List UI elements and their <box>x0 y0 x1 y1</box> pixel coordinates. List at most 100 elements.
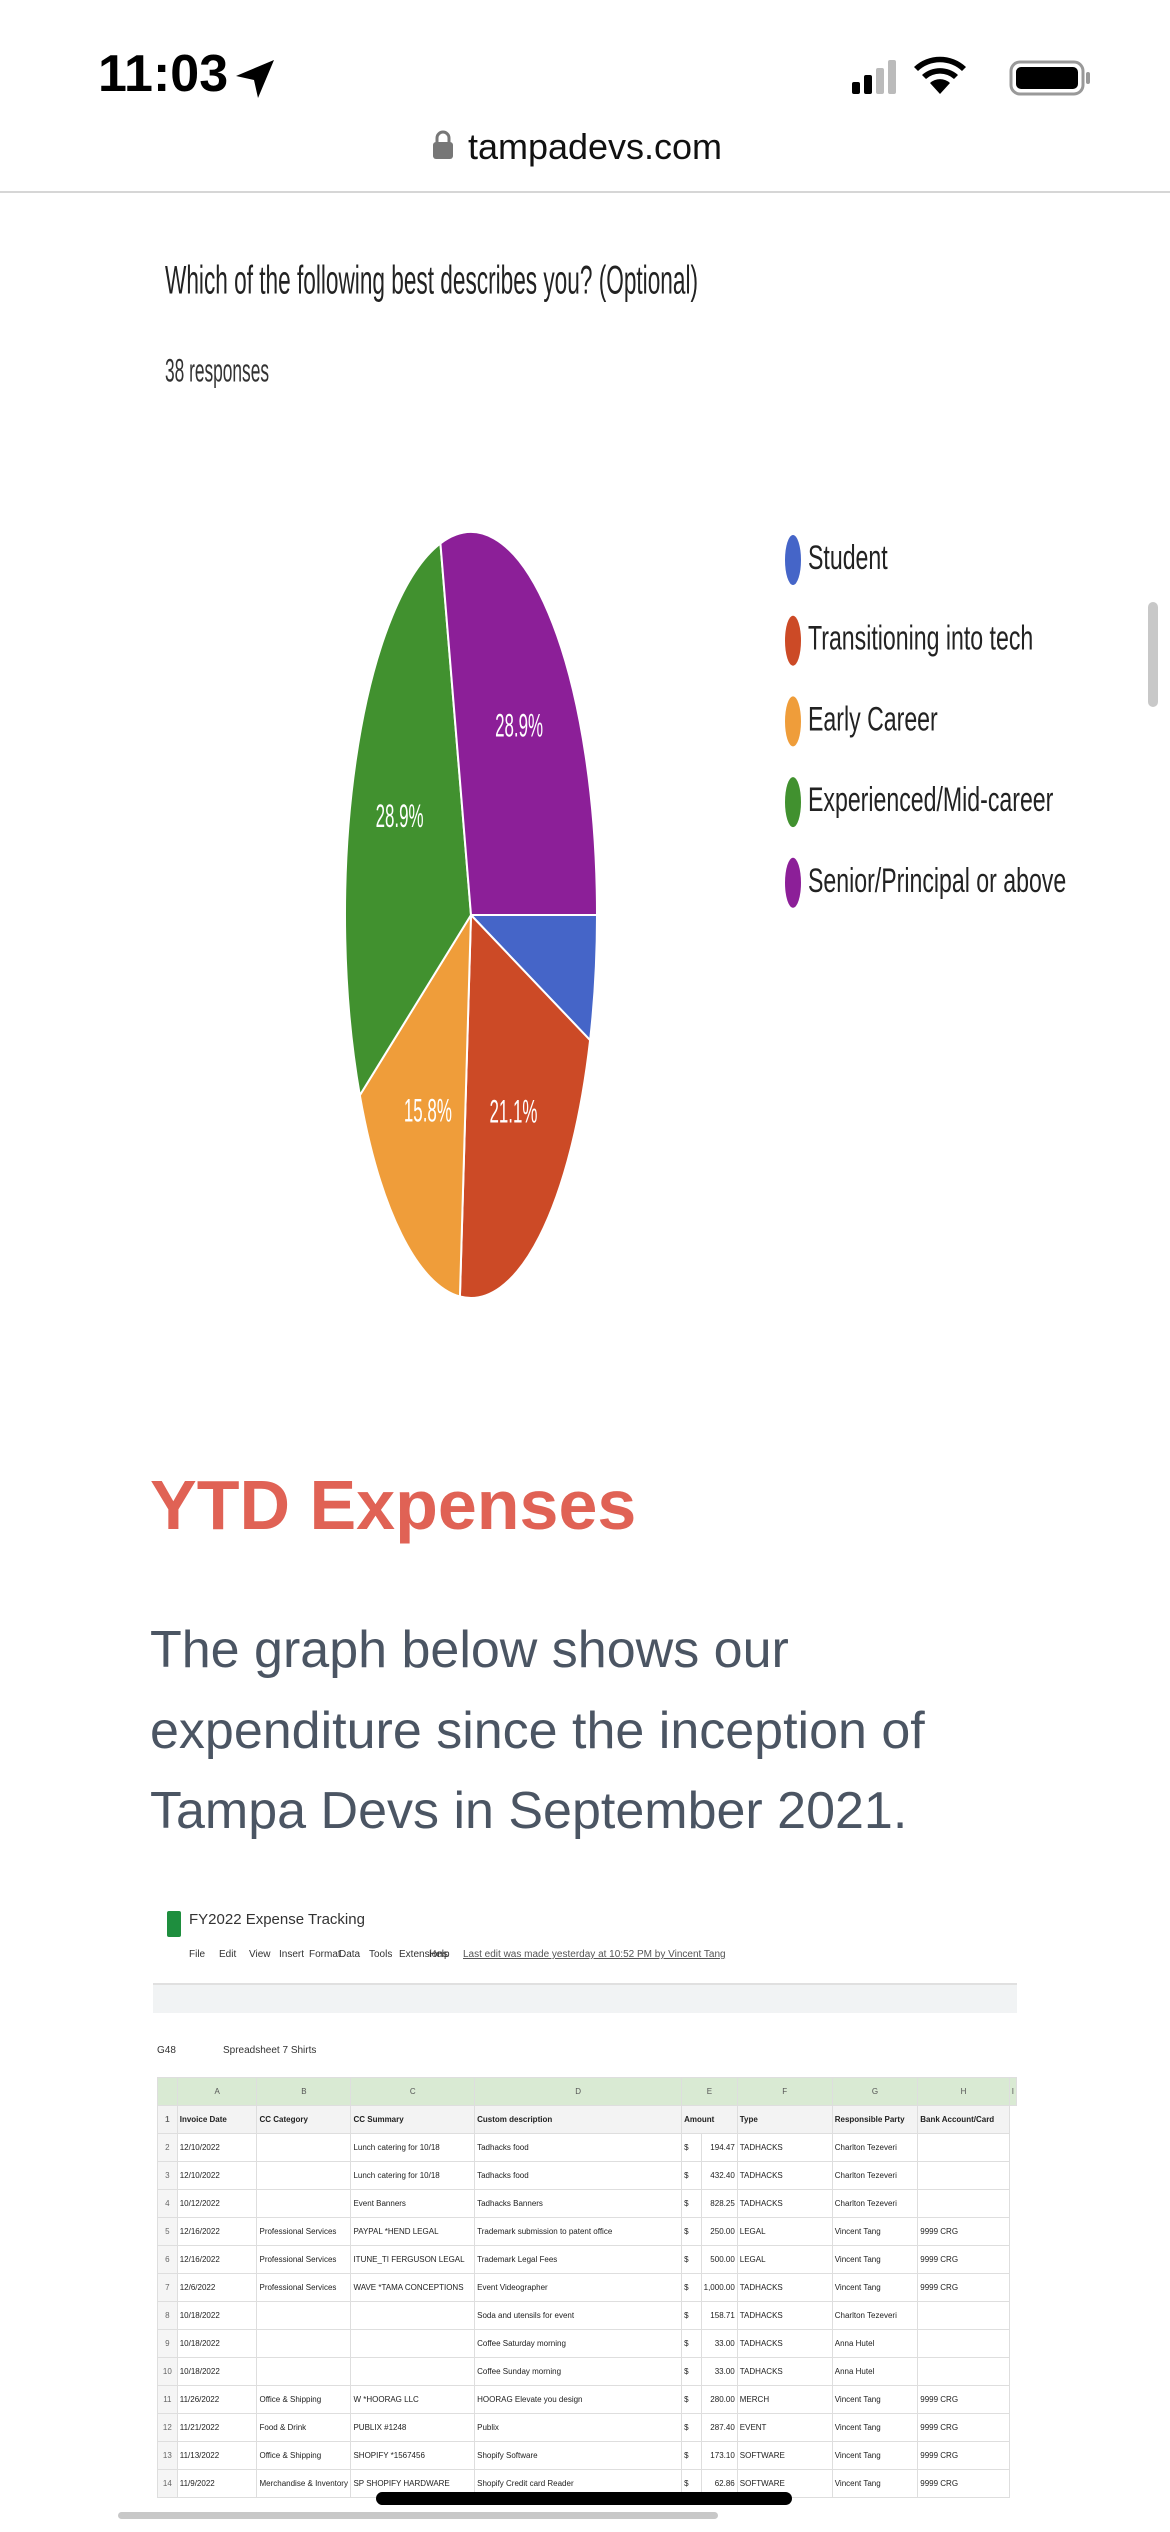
sheet-cell: Anna Hutel <box>831 2357 919 2386</box>
sheet-cell: TADHACKS <box>736 2161 833 2190</box>
menu-item[interactable]: Data <box>339 1949 361 1960</box>
sheet-cell: $ <box>681 2245 702 2274</box>
sheet-cell: HOORAG Elevate you design <box>474 2385 683 2414</box>
formula: Spreadsheet 7 Shirts <box>223 2045 317 2056</box>
sheet-cell: Professional Services <box>256 2273 352 2302</box>
sheet-cell: Vincent Tang <box>831 2217 919 2246</box>
slice-label: 28.9% <box>495 707 543 743</box>
pie-slice <box>439 531 599 916</box>
sheet-cell <box>917 2301 1010 2330</box>
sheet-row: 12 11/21/2022 Food & Drink PUBLIX #1248 Publ… <box>157 2413 1017 2442</box>
sheet-cell: $ <box>681 2357 702 2386</box>
sheet-cell: 11/26/2022 <box>176 2385 258 2414</box>
sheet-cell <box>917 2161 1010 2190</box>
last-edit: Last edit was made yesterday at 10:52 PM… <box>463 1949 726 1960</box>
sheet-cell <box>256 2357 352 2386</box>
paragraph-line: expenditure since the inception of <box>150 1701 925 1760</box>
sheet-cell: PUBLIX #1248 <box>350 2413 476 2442</box>
sheet-cell <box>350 2329 476 2358</box>
sheet-cell: $ <box>681 2273 702 2302</box>
sheet-row: 2 12/10/2022 Lunch catering for 10/18 Tadha… <box>157 2133 1017 2162</box>
menu-item[interactable]: Help <box>429 1949 450 1960</box>
corner <box>157 2077 178 2106</box>
url[interactable]: tampadevs.com <box>467 126 723 167</box>
spreadsheet-screenshot: FY2022 Expense Tracking File Edit View Inser… <box>153 1905 1017 2532</box>
sheet-cell: $ <box>681 2441 702 2470</box>
sheet-cell: $ <box>681 2133 702 2162</box>
sheet-cell: Soda and utensils for event <box>474 2301 683 2330</box>
sheet-cell: TADHACKS <box>736 2301 833 2330</box>
menu-item[interactable]: File <box>189 1949 206 1960</box>
sheet-cell: 10 <box>157 2357 178 2386</box>
header-cell: Invoice Date <box>176 2105 258 2134</box>
sheet-cell: 250.00 <box>700 2217 738 2246</box>
sheet-cell: 11/13/2022 <box>176 2441 258 2470</box>
sheet-cell: Merchandise & Inventory <box>256 2469 352 2498</box>
sheet-row: 10 10/18/2022 Coffee Sunday morning $33.00 T… <box>157 2357 1017 2386</box>
sheet-cell <box>256 2161 352 2190</box>
header-cell: Bank Account/Card <box>917 2105 1010 2134</box>
header-cell: Responsible Party <box>831 2105 919 2134</box>
slice-label: 28.9% <box>376 798 424 834</box>
paragraph-line: Tampa Devs in September 2021. <box>150 1782 908 1840</box>
menu-item[interactable]: Insert <box>279 1949 305 1960</box>
status-time: 11:03 <box>98 45 229 103</box>
lock-icon <box>433 130 453 159</box>
legend-label: Experienced/Mid-career <box>808 782 1054 819</box>
sheet-cell: Office & Shipping <box>256 2385 352 2414</box>
column-letter: F <box>736 2077 833 2106</box>
pie-slice <box>358 911 473 1298</box>
sheet-cell: Event Banners <box>350 2189 476 2218</box>
sheet-cell <box>256 2189 352 2218</box>
sheet-cell: $ <box>681 2385 702 2414</box>
sheet-cell: 12/16/2022 <box>176 2217 258 2246</box>
sheet-cell: Vincent Tang <box>831 2273 919 2302</box>
home-indicator <box>376 2492 792 2505</box>
legend-swatch <box>785 777 801 828</box>
sheet-cell <box>256 2133 352 2162</box>
horizontal-scroll-indicator <box>118 2512 718 2519</box>
sheet-cell: Vincent Tang <box>831 2245 919 2274</box>
sheet-row: 8 10/18/2022 Soda and utensils for event $1… <box>157 2301 1017 2330</box>
sheet-row: 5 12/16/2022 Professional Services PAYPAL *… <box>157 2217 1017 2246</box>
sheet-title: FY2022 Expense Tracking <box>189 1911 365 1928</box>
sheet-cell: 14 <box>157 2469 178 2498</box>
scroll-indicator <box>1148 602 1158 707</box>
legend-swatch <box>785 857 801 908</box>
sheet-row: 11 11/26/2022 Office & Shipping W *HOORAG L… <box>157 2385 1017 2414</box>
paragraph-line: The graph below shows our <box>150 1621 789 1679</box>
header-cell: Custom description <box>474 2105 683 2134</box>
sheet-cell: TADHACKS <box>736 2329 833 2358</box>
menu-item[interactable]: View <box>249 1949 271 1960</box>
legend-label: Student <box>808 540 888 577</box>
sheet-cell: EVENT <box>736 2413 833 2442</box>
location-icon <box>236 60 274 98</box>
menu-item[interactable]: Tools <box>369 1949 393 1960</box>
sheet-cell: 33.00 <box>700 2357 738 2386</box>
menu-item[interactable]: Extensions <box>399 1949 448 1960</box>
sheet-cell: Anna Hutel <box>831 2329 919 2358</box>
pie-slice <box>458 912 592 1299</box>
sheet-cell: 280.00 <box>700 2385 738 2414</box>
sheet-cell: SOFTWARE <box>736 2441 833 2470</box>
sheet-cell: 9999 CRG <box>917 2273 1010 2302</box>
sheet-cell: Lunch catering for 10/18 <box>350 2161 476 2190</box>
divider <box>0 191 1170 193</box>
sheet-cell: W *HOORAG LLC <box>350 2385 476 2414</box>
sheet-cell: Coffee Sunday morning <box>474 2357 683 2386</box>
menu-item[interactable]: Edit <box>219 1949 237 1960</box>
sheet-row: 6 12/16/2022 Professional Services ITUNE_TI… <box>157 2245 1017 2274</box>
sheet-cell: Charlton Tezeveri <box>831 2133 919 2162</box>
chart-title: Which of the following best describes yo… <box>165 259 698 303</box>
menu-item[interactable]: Format <box>309 1949 341 1960</box>
sheet-cell: $ <box>681 2189 702 2218</box>
sheet-cell: Tadhacks Banners <box>474 2189 683 2218</box>
sheet-cell <box>350 2301 476 2330</box>
sheet-cell: 12 <box>157 2413 178 2442</box>
column-letter: B <box>256 2077 352 2106</box>
sheet-cell <box>917 2329 1010 2358</box>
sheet-cell: 13 <box>157 2441 178 2470</box>
column-letter: A <box>176 2077 258 2106</box>
sheet-cell: 173.10 <box>700 2441 738 2470</box>
legend-label: Senior/Principal or above <box>808 863 1066 900</box>
